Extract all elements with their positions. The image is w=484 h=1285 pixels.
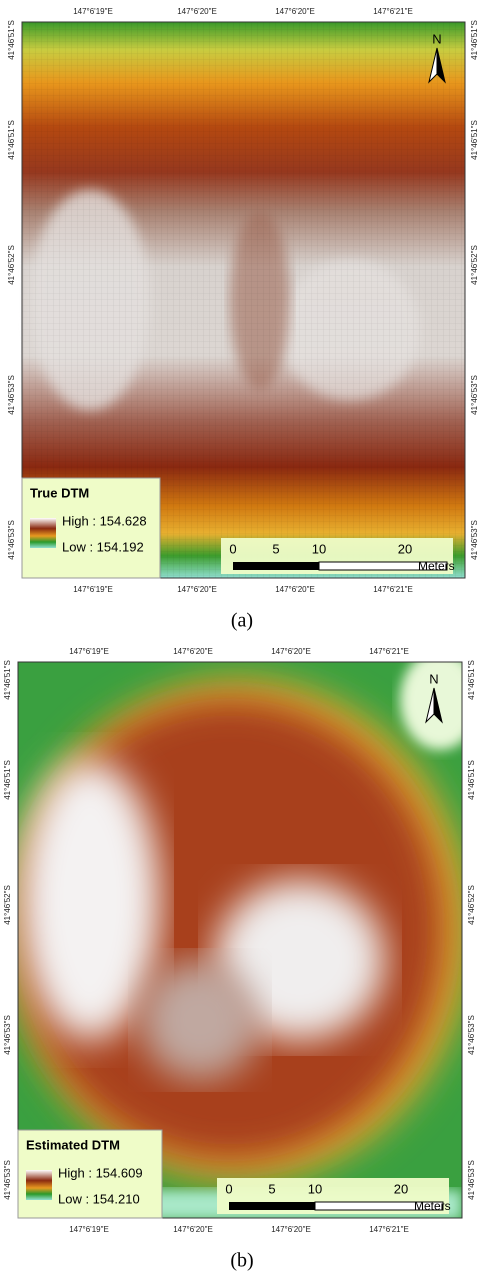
right-coord: 41°46'52"S xyxy=(467,885,476,925)
scale-tick: 0 xyxy=(225,1181,232,1196)
right-coord: 41°46'51"S xyxy=(470,120,479,160)
scale-tick: 20 xyxy=(398,541,412,556)
legend-low: Low : 154.192 xyxy=(62,539,144,554)
north-arrow xyxy=(436,47,446,84)
left-coord: 41°46'53"S xyxy=(3,1160,12,1200)
left-coord: 41°46'53"S xyxy=(7,375,16,415)
right-coord: 41°46'53"S xyxy=(467,1160,476,1200)
right-coord: 41°46'52"S xyxy=(470,245,479,285)
scale-unit: Meters xyxy=(414,1199,451,1213)
scale-tick: 20 xyxy=(394,1181,408,1196)
left-coord: 41°46'53"S xyxy=(3,1015,12,1055)
legend-ramp xyxy=(30,518,56,548)
legend-ramp xyxy=(26,1170,52,1200)
north-label: N xyxy=(432,31,441,46)
top-coord: 147°6'19"E xyxy=(69,647,109,656)
legend-low: Low : 154.210 xyxy=(58,1191,140,1206)
left-coord: 41°46'51"S xyxy=(3,660,12,700)
bottom-coord: 147°6'21"E xyxy=(373,585,413,594)
north-arrow xyxy=(433,687,443,724)
bottom-coord: 147°6'20"E xyxy=(275,585,315,594)
map-b xyxy=(18,662,462,1218)
bottom-coord: 147°6'20"E xyxy=(271,1225,311,1234)
left-coord: 41°46'52"S xyxy=(3,885,12,925)
caption: (b) xyxy=(230,1250,253,1272)
left-coord: 41°46'51"S xyxy=(7,120,16,160)
top-coord: 147°6'20"E xyxy=(177,7,217,16)
top-coord: 147°6'20"E xyxy=(275,7,315,16)
scale-tick: 5 xyxy=(272,541,279,556)
scale-tick: 10 xyxy=(308,1181,322,1196)
frame-b xyxy=(17,661,463,1219)
top-coord: 147°6'20"E xyxy=(271,647,311,656)
scale-tick: 0 xyxy=(229,541,236,556)
bottom-coord: 147°6'19"E xyxy=(69,1225,109,1234)
scale-bar-white xyxy=(314,1201,444,1211)
scale-bar-black xyxy=(233,562,319,570)
right-coord: 41°46'51"S xyxy=(467,660,476,700)
caption: (a) xyxy=(231,610,253,632)
scale-tick: 10 xyxy=(312,541,326,556)
right-coord: 41°46'53"S xyxy=(470,520,479,560)
top-coord: 147°6'19"E xyxy=(73,7,113,16)
bottom-coord: 147°6'20"E xyxy=(177,585,217,594)
top-coord: 147°6'20"E xyxy=(173,647,213,656)
legend-title: True DTM xyxy=(30,485,89,500)
north-label: N xyxy=(429,671,438,686)
top-coord: 147°6'21"E xyxy=(369,647,409,656)
right-coord: 41°46'51"S xyxy=(467,760,476,800)
legend-title: Estimated DTM xyxy=(26,1137,120,1152)
scale-bar-black xyxy=(229,1202,315,1210)
bottom-coord: 147°6'21"E xyxy=(369,1225,409,1234)
left-coord: 41°46'51"S xyxy=(3,760,12,800)
top-coord: 147°6'21"E xyxy=(373,7,413,16)
left-coord: 41°46'51"S xyxy=(7,20,16,60)
scale-tick: 5 xyxy=(268,1181,275,1196)
scale-bar-white xyxy=(318,561,448,571)
bottom-coord: 147°6'19"E xyxy=(73,585,113,594)
right-coord: 41°46'53"S xyxy=(470,375,479,415)
right-coord: 41°46'51"S xyxy=(470,20,479,60)
right-coord: 41°46'53"S xyxy=(467,1015,476,1055)
left-coord: 41°46'52"S xyxy=(7,245,16,285)
left-coord: 41°46'53"S xyxy=(7,520,16,560)
scale-unit: Meters xyxy=(418,559,455,573)
legend-high: High : 154.628 xyxy=(62,513,147,528)
bottom-coord: 147°6'20"E xyxy=(173,1225,213,1234)
legend-high: High : 154.609 xyxy=(58,1165,143,1180)
